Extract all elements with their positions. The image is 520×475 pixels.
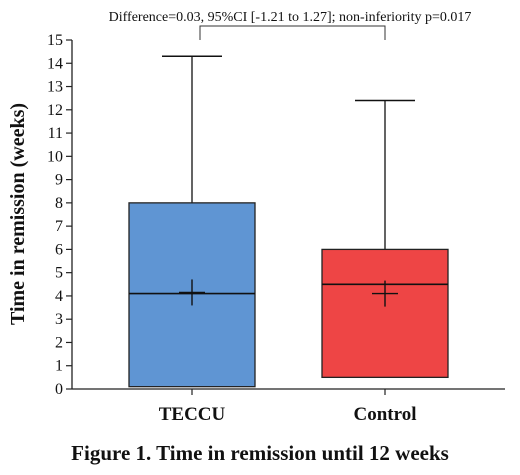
y-tick-label: 5 [55, 265, 63, 282]
y-tick-label: 6 [55, 241, 63, 258]
y-tick-label: 15 [47, 32, 63, 49]
comparison-bracket [199, 25, 386, 40]
y-tick-label: 14 [47, 55, 63, 72]
comparison-annotation: Difference=0.03, 95%CI [-1.21 to 1.27]; … [109, 10, 472, 25]
x-tick-label-teccu: TECCU [159, 404, 226, 425]
y-tick-label: 4 [55, 288, 63, 305]
y-tick-label: 3 [55, 311, 63, 328]
y-tick-label: 7 [55, 218, 63, 235]
y-tick-label: 2 [55, 334, 63, 351]
figure-caption: Figure 1. Time in remission until 12 wee… [71, 441, 449, 465]
y-tick-label: 13 [47, 79, 63, 96]
y-axis-label: Time in remission (weeks) [7, 103, 29, 325]
y-tick-label: 10 [47, 148, 63, 165]
y-tick-label: 12 [47, 102, 63, 119]
y-tick-label: 9 [55, 172, 63, 189]
y-tick-label: 11 [48, 125, 63, 142]
box-control [321, 248, 449, 379]
y-tick-label: 8 [55, 195, 63, 212]
x-tick-label-control: Control [354, 404, 417, 425]
y-tick-label: 0 [55, 381, 63, 398]
y-tick-label: 1 [55, 358, 63, 375]
